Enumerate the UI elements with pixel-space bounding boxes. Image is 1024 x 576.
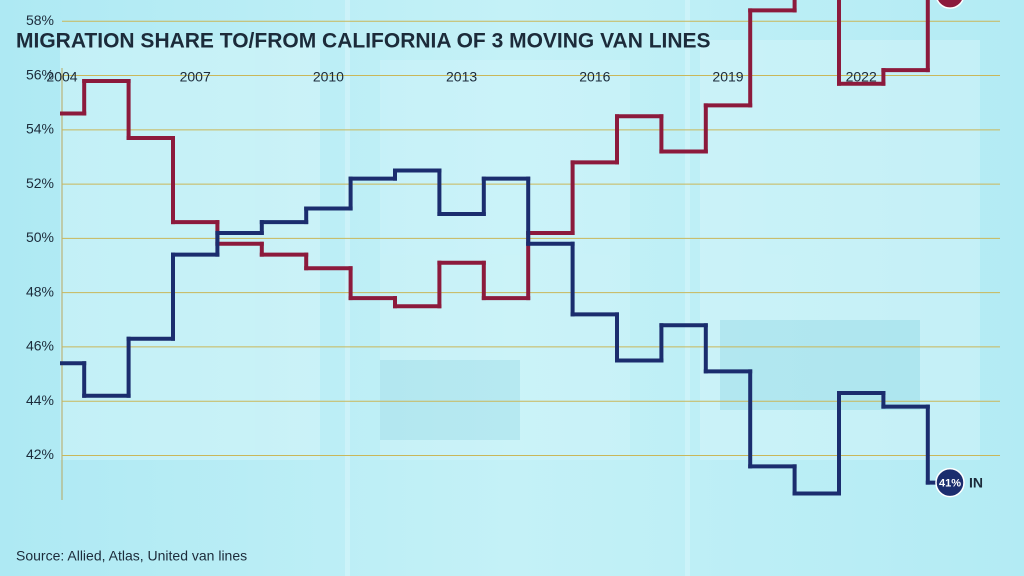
y-tick-label: 52% [26, 175, 54, 191]
background-photo [60, 0, 980, 576]
series-label: OUT [969, 0, 999, 2]
source-note: Source: Allied, Atlas, United van lines [16, 548, 247, 564]
x-tick-label: 2013 [446, 69, 477, 85]
value-label: 59% [939, 0, 961, 1]
series-label: IN [969, 474, 983, 490]
value-label: 41% [939, 478, 961, 490]
end-marker [935, 467, 965, 498]
x-tick-label: 2019 [712, 69, 743, 85]
y-tick-label: 44% [26, 392, 54, 408]
chart-title: MIGRATION SHARE TO/FROM CALIFORNIA OF 3 … [16, 30, 711, 53]
y-tick-label: 42% [26, 446, 54, 462]
end-marker [936, 0, 964, 9]
x-tick-label: 2007 [180, 69, 211, 85]
y-tick-label: 56% [26, 66, 54, 82]
x-tick-label: 2010 [313, 69, 344, 85]
x-tick-label: 2004 [46, 69, 77, 85]
y-tick-label: 50% [26, 229, 54, 245]
y-tick-label: 46% [26, 338, 54, 354]
y-tick-label: 54% [26, 121, 54, 137]
y-tick-label: 48% [26, 283, 54, 299]
y-tick-label: 58% [26, 12, 54, 28]
x-tick-label: 2016 [579, 69, 610, 85]
x-tick-label: 2022 [846, 69, 877, 85]
